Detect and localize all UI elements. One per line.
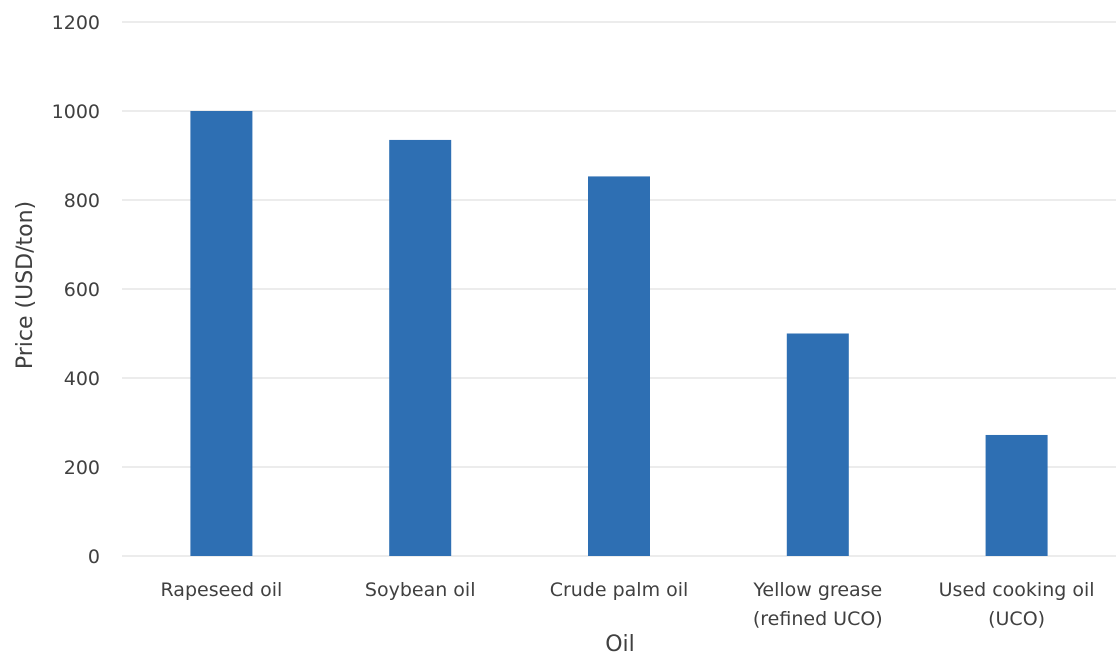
y-tick-label: 1200 [52,12,100,34]
y-tick-label: 200 [64,457,100,479]
x-category-label: Used cooking oil (UCO) [939,579,1095,630]
x-category-label-line: Soybean oil [365,579,476,601]
x-axis-labels: Rapeseed oil Soybean oil Crude palm oil Yel… [161,579,1095,630]
y-tick-label: 1000 [52,101,100,123]
y-axis-title: Price (USD/ton) [13,201,38,369]
bar [588,176,650,557]
y-tick-label: 0 [88,546,100,568]
y-axis-ticks: 0 200 400 600 800 1000 1200 [52,12,100,568]
bar [190,111,253,556]
x-category-label: Rapeseed oil [161,579,283,601]
bar [389,139,452,557]
x-category-label-line: (refined UCO) [753,608,883,630]
bar [985,434,1048,556]
bar [786,333,849,556]
x-axis-title: Oil [605,632,635,657]
x-category-label-line: Used cooking oil [939,579,1095,601]
x-category-label-line: (UCO) [988,608,1045,630]
x-category-label-line: Yellow grease [752,579,882,601]
bars [190,111,1048,557]
y-tick-label: 800 [64,190,100,212]
x-category-label-line: Rapeseed oil [161,579,283,601]
y-tick-label: 600 [64,279,100,301]
x-category-label: Yellow grease (refined UCO) [752,579,882,630]
x-category-label-line: Crude palm oil [550,579,689,601]
x-category-label: Soybean oil [365,579,476,601]
x-category-label: Crude palm oil [550,579,689,601]
y-tick-label: 400 [64,368,100,390]
